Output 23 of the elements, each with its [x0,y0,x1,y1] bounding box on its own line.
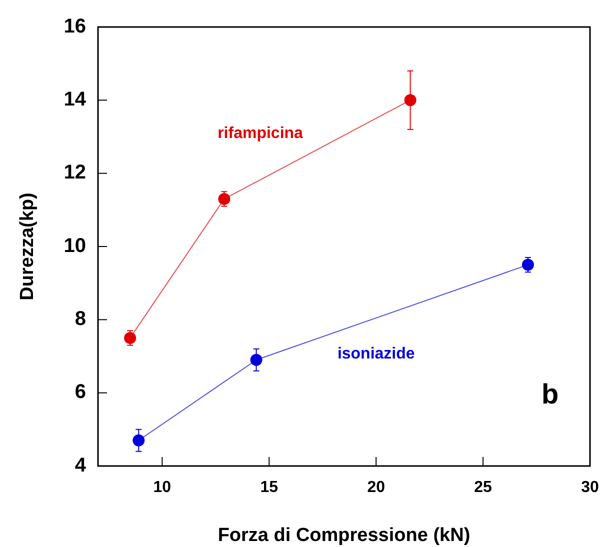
series-label: rifampicina [218,124,304,142]
x-tick-label: 10 [153,479,172,496]
point [522,258,534,271]
point [218,192,230,205]
y-tick-label: 12 [64,162,86,184]
point [250,354,262,366]
point [124,332,136,344]
series-label: isoniazide [337,346,415,363]
annotation: b [541,378,559,410]
y-tick-label: 16 [64,15,86,38]
x-axis-title: Forza di Compressione (kN) [218,525,470,546]
y-tick-label: 6 [74,381,86,404]
x-tick-label: 30 [581,479,599,496]
y-tick-label: 8 [74,308,86,330]
y-tick-label: 10 [64,234,86,257]
y-tick-label: 4 [74,454,87,476]
y-axis-title: Durezza(kp) [17,192,38,300]
y-tick-label: 14 [64,88,87,110]
x-tick-label: 25 [474,479,492,496]
x-tick-label: 15 [260,479,278,496]
point [132,434,145,446]
point [404,94,416,106]
x-tick-label: 20 [367,479,386,496]
